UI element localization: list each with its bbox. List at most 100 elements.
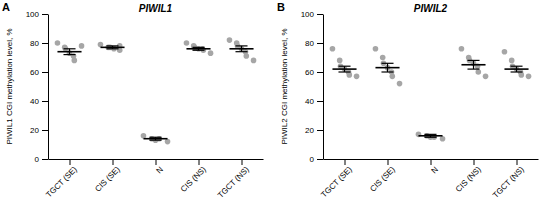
error-bar-cap (510, 71, 522, 72)
data-point (502, 49, 508, 55)
error-bar-cap (192, 50, 204, 51)
error-bar (235, 46, 247, 52)
x-tick-mark (113, 159, 114, 165)
x-tick-mark (199, 159, 200, 165)
x-tick-label: TGCT (SE) (44, 165, 79, 200)
x-tick-mark (70, 159, 71, 165)
data-point (72, 58, 78, 64)
x-tick-mark (431, 159, 432, 165)
error-bar (510, 66, 522, 72)
error-bar-cap (338, 71, 350, 72)
x-tick-label: CIS (SE) (368, 165, 397, 194)
error-bar (381, 63, 393, 72)
data-point (354, 74, 360, 80)
x-tick: TGCT (NS) (491, 159, 526, 200)
y-tick-label: 100 (26, 10, 40, 19)
x-tick-mark (517, 159, 518, 165)
x-tick: CIS (NS) (179, 159, 208, 194)
y-tick-label: 80 (305, 39, 314, 48)
marks (55, 37, 257, 144)
marks (330, 46, 532, 142)
data-point (459, 46, 465, 52)
mean-line (418, 135, 442, 137)
title: PIWIL1 (139, 3, 173, 14)
y-tick-mark (42, 43, 48, 44)
y-tick-mark (317, 101, 323, 102)
error-bar-cap (235, 51, 247, 52)
data-point (79, 43, 85, 49)
data-point (347, 72, 353, 78)
y-axis-line (323, 15, 324, 160)
x-tick: TGCT (SE) (319, 159, 354, 199)
error-bar-stem (387, 63, 388, 72)
data-point (251, 58, 257, 64)
error-bar-stem (516, 66, 517, 72)
data-point (380, 55, 386, 61)
x-tick: TGCT (SE) (44, 159, 79, 199)
x-tick-mark (156, 159, 157, 165)
error-bar-cap (467, 68, 479, 69)
error-bar-cap (467, 60, 479, 61)
data-point (397, 81, 403, 87)
y-tick-mark (317, 72, 323, 73)
error-bar (192, 47, 204, 50)
y-tick-mark (42, 130, 48, 131)
mean-line (100, 47, 124, 49)
y-tick-label: 40 (305, 97, 314, 106)
error-bar-cap (510, 66, 522, 67)
y-axis-title: PIWIL2 CGI methylation level, % (280, 28, 289, 144)
panel: 020406080100TGCT (SE)CIS (SE)NCIS (NS)TG… (2, 1, 264, 200)
y-tick-label: 80 (30, 39, 39, 48)
data-point (476, 69, 482, 75)
error-bar-stem (473, 60, 474, 69)
y-tick: 100 (26, 10, 48, 19)
y-tick-mark (42, 101, 48, 102)
data-point (208, 50, 214, 56)
data-point (165, 139, 171, 145)
error-bar (338, 66, 350, 72)
y-tick-mark (42, 14, 48, 15)
error-bar-cap (381, 71, 393, 72)
x-tick-label: TGCT (NS) (216, 165, 251, 200)
x-tick: CIS (SE) (368, 159, 397, 194)
error-bar-cap (63, 48, 75, 49)
error-bar-stem (69, 49, 70, 55)
panel: 020406080100TGCT (SE)CIS (SE)NCIS (NS)TG… (277, 1, 539, 200)
y-tick: 40 (30, 97, 48, 106)
y-tick-mark (317, 159, 323, 160)
x-tick-mark (345, 159, 346, 165)
y-tick: 80 (305, 39, 323, 48)
error-bar-cap (149, 140, 161, 141)
error-bar (149, 137, 161, 140)
y-tick-mark (317, 14, 323, 15)
error-bar-cap (149, 137, 161, 138)
x-tick: CIS (NS) (454, 159, 483, 194)
y-tick-label: 0 (35, 155, 40, 164)
x-tick: N (154, 159, 165, 175)
x-tick: N (429, 159, 440, 175)
data-point (98, 42, 104, 48)
y-tick-label: 20 (30, 126, 39, 135)
panel-label: A (2, 1, 10, 13)
data-point (526, 74, 532, 80)
x-tick: TGCT (NS) (216, 159, 251, 200)
y-tick: 100 (301, 10, 323, 19)
y-tick: 40 (305, 97, 323, 106)
error-bar (467, 60, 479, 69)
panel-label: B (277, 1, 285, 13)
error-bar-cap (106, 48, 118, 49)
figure: 0 20 40 60 80 100 TGCT (SE) CIS (SE) N CIS (NS) TG… (0, 0, 550, 207)
data-point (483, 74, 489, 80)
y-axis-line (48, 15, 49, 160)
y-tick: 0 (310, 155, 323, 164)
y-tick-label: 20 (305, 126, 314, 135)
y-tick: 60 (30, 68, 48, 77)
data-point (330, 46, 336, 52)
y-tick-label: 40 (30, 97, 39, 106)
error-bar-cap (63, 54, 75, 55)
y-tick-mark (317, 43, 323, 44)
y-tick-label: 0 (310, 155, 315, 164)
y-tick-label: 60 (30, 68, 39, 77)
x-tick-mark (242, 159, 243, 165)
x-tick-label: N (154, 165, 165, 176)
